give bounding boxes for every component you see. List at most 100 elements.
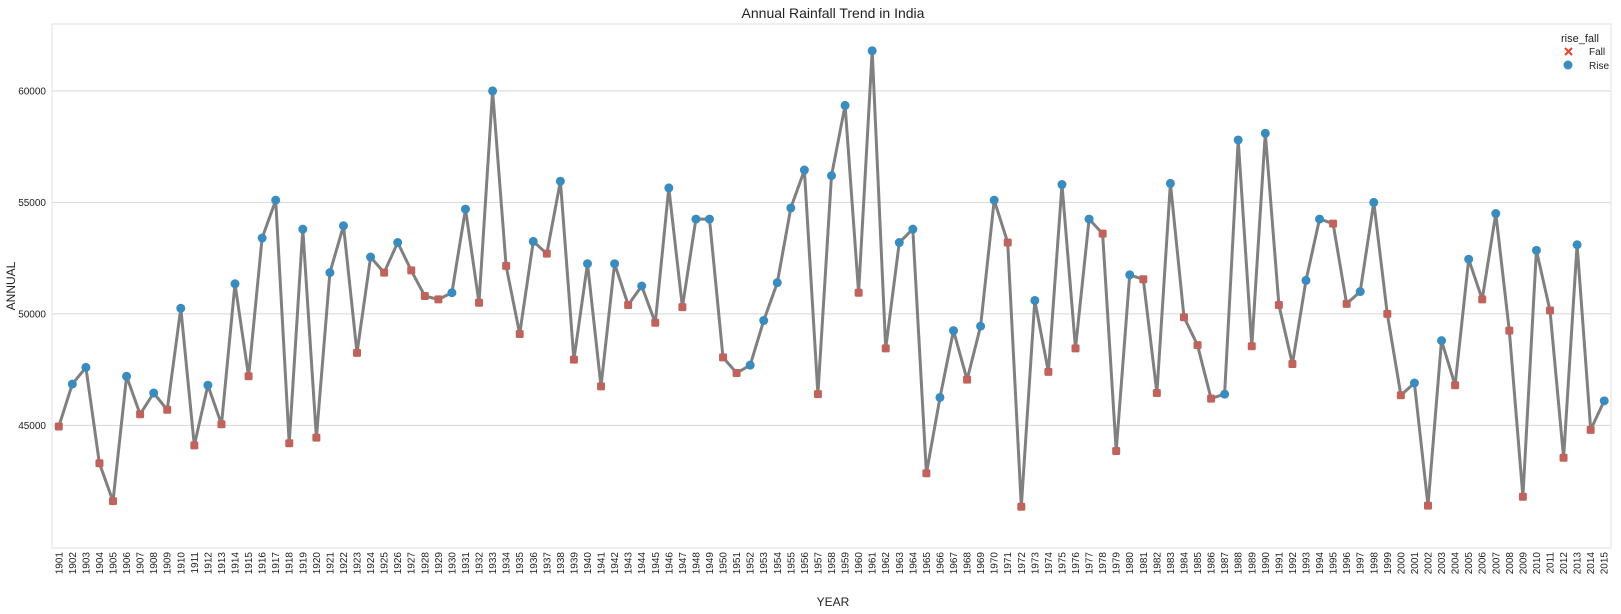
x-tick-label: 1926 bbox=[393, 552, 404, 575]
x-tick-label: 1963 bbox=[895, 552, 906, 575]
x-tick-label: 1939 bbox=[569, 552, 580, 575]
fall-point bbox=[1003, 238, 1012, 247]
fall-point bbox=[95, 459, 104, 468]
x-tick-label: 1995 bbox=[1329, 552, 1340, 575]
rise-point bbox=[230, 279, 240, 289]
fall-point bbox=[678, 303, 687, 312]
x-tick-label: 2006 bbox=[1478, 552, 1489, 575]
x-tick-label: 1925 bbox=[380, 552, 391, 575]
x-tick-label: 1928 bbox=[420, 552, 431, 575]
x-tick-label: 2009 bbox=[1518, 552, 1529, 575]
x-tick-label: 1972 bbox=[1017, 552, 1028, 575]
rise-point bbox=[528, 236, 538, 246]
x-tick-label: 1932 bbox=[475, 552, 486, 575]
fall-point bbox=[732, 368, 741, 377]
rise-point bbox=[67, 379, 77, 389]
x-tick-label: 1990 bbox=[1261, 552, 1272, 575]
x-tick-label: 1931 bbox=[461, 552, 472, 575]
x-tick-label: 1982 bbox=[1152, 552, 1163, 575]
x-tick-label: 1921 bbox=[325, 552, 336, 575]
legend: rise_fall Fall Rise bbox=[1561, 33, 1609, 72]
fall-point bbox=[963, 375, 972, 384]
x-tick-label: 1929 bbox=[434, 552, 445, 575]
x-tick-label: 1906 bbox=[122, 552, 133, 575]
x-tick-label: 1950 bbox=[719, 552, 730, 575]
fall-point bbox=[1179, 313, 1188, 322]
x-tick-label: 2001 bbox=[1410, 552, 1421, 575]
y-axis-label: ANNUAL bbox=[4, 261, 18, 310]
rise-point bbox=[1599, 396, 1609, 406]
x-tick-label: 1987 bbox=[1220, 552, 1231, 575]
x-tick-label: 1957 bbox=[813, 552, 824, 575]
rise-point bbox=[867, 46, 877, 56]
rise-point bbox=[1355, 287, 1365, 297]
rise-point bbox=[1301, 275, 1311, 285]
x-tick-label: 1938 bbox=[556, 552, 567, 575]
x-tick-label: 1991 bbox=[1274, 552, 1285, 575]
rise-point bbox=[1057, 180, 1067, 190]
fall-point bbox=[1071, 344, 1080, 353]
x-tick-label: 1919 bbox=[298, 552, 309, 575]
x-tick-label: 2010 bbox=[1532, 552, 1543, 575]
x-tick-label: 1956 bbox=[800, 552, 811, 575]
fall-point bbox=[1342, 299, 1351, 308]
x-tick-label: 1960 bbox=[854, 552, 865, 575]
x-tick-label: 1942 bbox=[610, 552, 621, 575]
series-markers bbox=[54, 46, 1609, 511]
x-tick-label: 1923 bbox=[353, 552, 364, 575]
fall-point bbox=[1505, 326, 1514, 335]
x-tick-label: 1952 bbox=[746, 552, 757, 575]
rise-point bbox=[989, 195, 999, 205]
x-tick-label: 1979 bbox=[1112, 552, 1123, 575]
x-tick-label: 1934 bbox=[502, 552, 513, 575]
x-tick-label: 2015 bbox=[1600, 552, 1611, 575]
fall-point bbox=[1518, 492, 1527, 501]
x-tick-label: 2000 bbox=[1396, 552, 1407, 575]
rise-point bbox=[704, 214, 714, 224]
x-tick-label: 1993 bbox=[1301, 552, 1312, 575]
x-tick-label: 1941 bbox=[597, 552, 608, 575]
x-tick-label: 1908 bbox=[149, 552, 160, 575]
rise-point bbox=[1572, 240, 1582, 250]
x-tick-label: 1930 bbox=[447, 552, 458, 575]
x-tick-label: 1907 bbox=[136, 552, 147, 575]
x-tick-label: 1949 bbox=[705, 552, 716, 575]
fall-point bbox=[1044, 367, 1053, 376]
x-tick-label: 1959 bbox=[841, 552, 852, 575]
x-tick-label: 2014 bbox=[1586, 552, 1597, 575]
x-tick-label: 1948 bbox=[691, 552, 702, 575]
x-tick-label: 2003 bbox=[1437, 552, 1448, 575]
fall-point bbox=[502, 261, 511, 270]
rise-point bbox=[1220, 389, 1230, 399]
fall-point bbox=[651, 318, 660, 327]
fall-point bbox=[1247, 342, 1256, 351]
x-tick-label: 1913 bbox=[217, 552, 228, 575]
rise-point bbox=[759, 316, 769, 326]
x-axis-label: YEAR bbox=[817, 595, 850, 609]
rise-point bbox=[122, 371, 132, 381]
x-tick-label: 1962 bbox=[881, 552, 892, 575]
x-tick-label: 2004 bbox=[1451, 552, 1462, 575]
fall-point bbox=[285, 439, 294, 448]
y-tick-label: 50000 bbox=[18, 309, 46, 320]
grid-lines bbox=[52, 90, 1611, 426]
legend-fall-x-icon bbox=[1564, 47, 1573, 56]
rise-point bbox=[298, 224, 308, 234]
rise-point bbox=[1369, 197, 1379, 207]
rise-point bbox=[257, 233, 267, 243]
y-tick-label: 45000 bbox=[18, 421, 46, 432]
x-tick-label: 1989 bbox=[1247, 552, 1258, 575]
x-tick-label: 1953 bbox=[759, 552, 770, 575]
rise-point bbox=[338, 221, 348, 231]
rise-point bbox=[1084, 214, 1094, 224]
x-tick-label: 1996 bbox=[1342, 552, 1353, 575]
fall-point bbox=[1207, 394, 1216, 403]
x-tick-label: 1999 bbox=[1383, 552, 1394, 575]
rise-point bbox=[908, 224, 918, 234]
fall-point bbox=[1383, 309, 1392, 318]
x-tick-label: 1937 bbox=[542, 552, 553, 575]
x-tick-label: 1944 bbox=[637, 552, 648, 575]
rise-point bbox=[582, 259, 592, 269]
rise-point bbox=[203, 380, 213, 390]
rise-point bbox=[1491, 209, 1501, 219]
